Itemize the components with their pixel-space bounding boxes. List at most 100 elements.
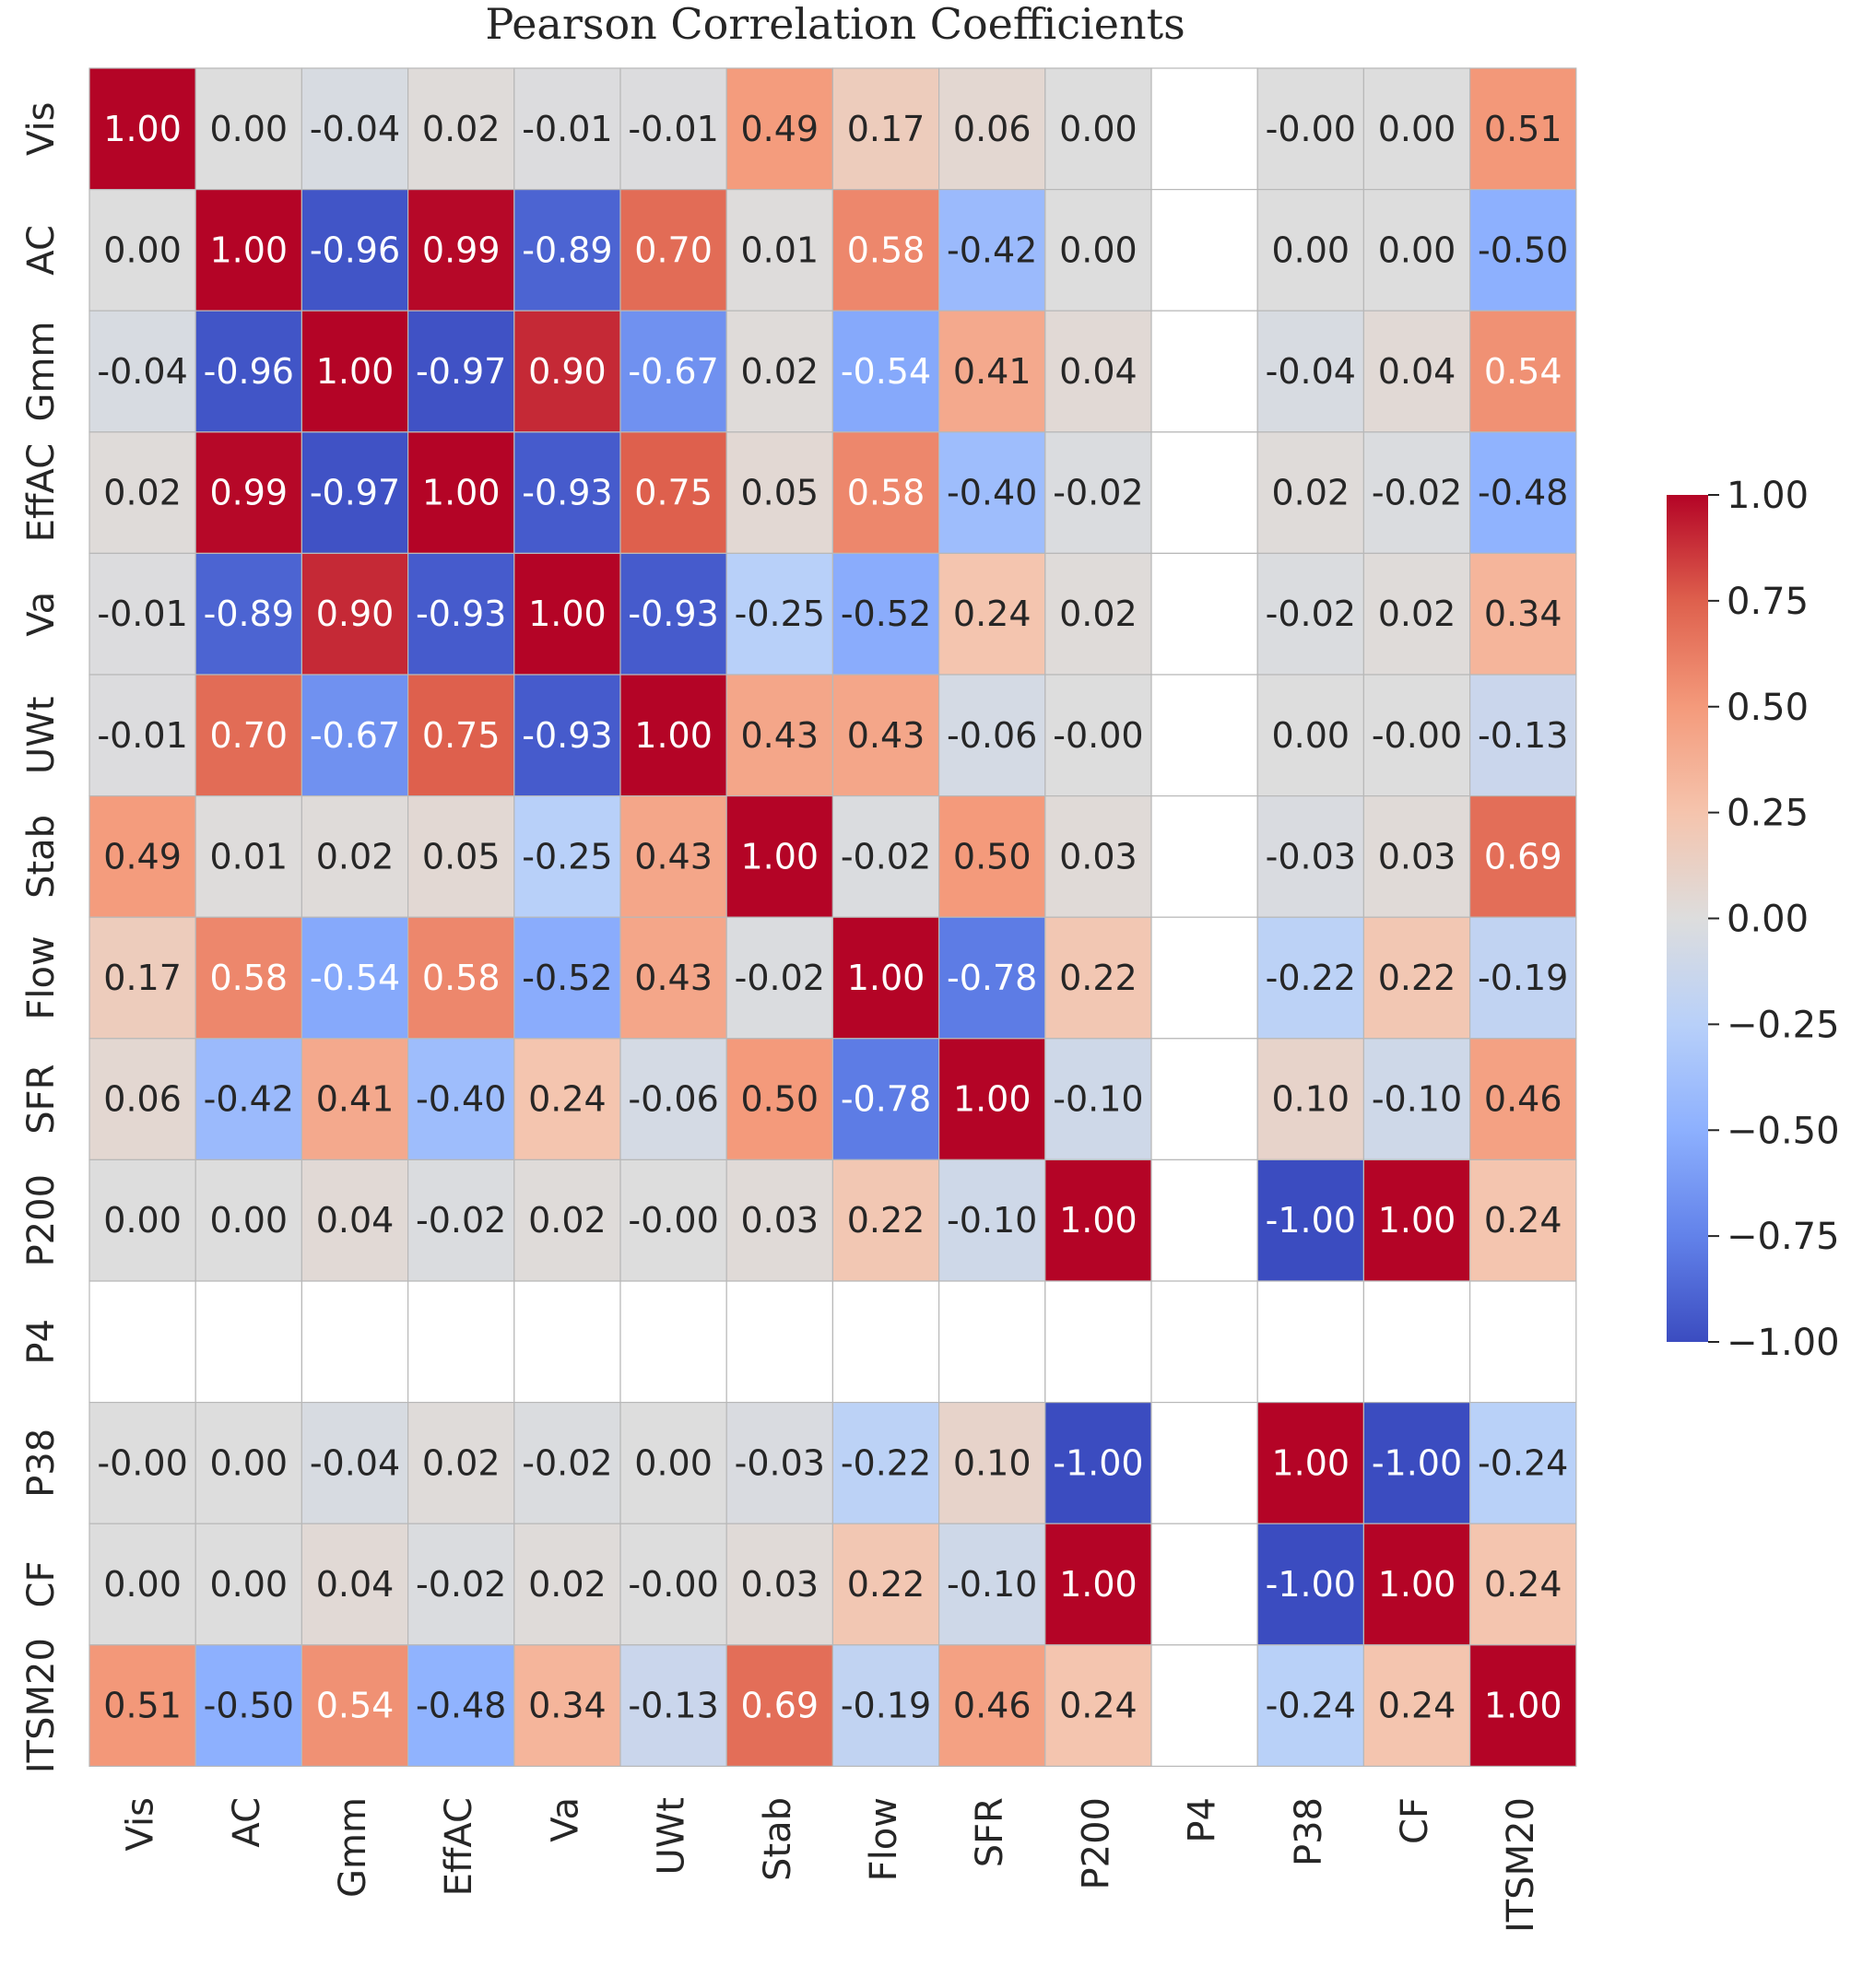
cell-value-label: 0.05 <box>422 836 501 876</box>
cell-value-label: 0.24 <box>1378 1686 1456 1726</box>
heatmap-cell-vis-uwt <box>619 67 727 191</box>
colorbar-tick-label: 1.00 <box>1727 475 1809 517</box>
x-tick-label-cf: CF <box>1394 1797 1436 1844</box>
cell-value-label: 1.00 <box>1484 1686 1562 1726</box>
heatmap-cell-p38-cf <box>1362 1401 1471 1524</box>
heatmap-cell-p4-p4 <box>1150 1280 1258 1404</box>
cell-value-label: 0.02 <box>740 351 819 392</box>
heatmap-cell-effac-cf <box>1362 431 1471 554</box>
heatmap-cell-stab-p200 <box>1044 794 1152 918</box>
heatmap-cell-sfr-flow <box>831 1038 940 1161</box>
cell-value-label: -0.22 <box>841 1442 931 1483</box>
cell-value-label: -0.01 <box>97 715 187 756</box>
cell-value-label: 0.10 <box>1271 1079 1350 1120</box>
x-tick-label-effac: EffAC <box>438 1797 480 1896</box>
cell-value-label: 0.50 <box>953 836 1032 876</box>
cell-value-label: 0.00 <box>209 1564 288 1605</box>
cell-value-label: 0.00 <box>1378 229 1456 270</box>
heatmap-cell-p200-ac <box>195 1159 302 1282</box>
heatmap-cell-stab-sfr <box>937 794 1046 918</box>
x-tick-label-p200: P200 <box>1075 1797 1117 1889</box>
cell-value-label: -0.22 <box>1266 958 1356 998</box>
cell-value-label: 0.00 <box>103 229 182 270</box>
cell-value-label: -1.00 <box>1053 1442 1143 1483</box>
heatmap-cell-cf-effac <box>407 1523 515 1646</box>
heatmap-cell-itsm20-flow <box>831 1644 940 1768</box>
cell-value-label: 0.02 <box>316 836 395 876</box>
heatmap-cell-uwt-va <box>513 674 621 797</box>
cell-value-label: -0.04 <box>1266 351 1356 392</box>
cell-value-label: 1.00 <box>1271 1442 1350 1483</box>
cell-value-label: -0.78 <box>947 958 1037 998</box>
colorbar-tick-label: −1.00 <box>1727 1322 1840 1364</box>
heatmap-cell-ac-vis <box>88 189 196 312</box>
cell-value-label: -0.13 <box>1478 715 1568 756</box>
heatmap-cell-stab-flow <box>831 794 940 918</box>
heatmap-cell-gmm-p4 <box>1150 310 1258 433</box>
heatmap-cell-cf-va <box>513 1523 621 1646</box>
heatmap-cell-va-va <box>513 552 621 676</box>
heatmap-cell-ac-flow <box>831 189 940 312</box>
heatmap-cell-itsm20-p200 <box>1044 1644 1152 1768</box>
cell-value-label: -0.02 <box>1266 594 1356 634</box>
x-tick-label-flow: Flow <box>863 1797 905 1881</box>
cell-value-label: -0.89 <box>522 229 612 270</box>
heatmap-cell-uwt-vis <box>88 674 196 797</box>
cell-value-label: 0.43 <box>740 715 819 756</box>
heatmap-cell-sfr-ac <box>195 1038 302 1161</box>
cell-value-label: -0.24 <box>1478 1442 1568 1483</box>
heatmap-cell-p200-sfr <box>937 1159 1046 1282</box>
cell-value-label: -0.93 <box>522 715 612 756</box>
cell-value-label: 0.58 <box>847 229 926 270</box>
heatmap-cell-sfr-cf <box>1362 1038 1471 1161</box>
heatmap-cell-sfr-uwt <box>619 1038 727 1161</box>
heatmap-cell-va-p200 <box>1044 552 1152 676</box>
y-axis-tick-labels: Vis AC Gmm EffAC Va UWt Stab Flow SFR P200 P4 P38 CF… <box>20 102 63 1774</box>
cell-value-label: -0.19 <box>1478 958 1568 998</box>
heatmap-cell-cf-p38 <box>1256 1523 1364 1646</box>
heatmap-cell-stab-effac <box>407 794 515 918</box>
colorbar-gradient <box>1667 495 1708 1342</box>
cell-value-label: -0.02 <box>522 1442 612 1483</box>
heatmap-values: 1.00 0.00 -0.04 0.02 -0.01 -0.01 0.49 0.17 0.06 0… <box>97 109 1568 1726</box>
heatmap-cell-itsm20-ac <box>195 1644 302 1768</box>
cell-value-label: 0.43 <box>847 715 926 756</box>
heatmap-cell-vis-vis <box>88 67 196 191</box>
heatmap-cell-gmm-cf <box>1362 310 1471 433</box>
heatmap-cell-sfr-p200 <box>1044 1038 1152 1161</box>
cell-value-label: -0.00 <box>97 1442 187 1483</box>
heatmap-cell-va-p4 <box>1150 552 1258 676</box>
cell-value-label: -0.04 <box>310 1442 400 1483</box>
heatmap-cell-vis-p4 <box>1150 67 1258 191</box>
heatmap-cell-p200-vis <box>88 1159 196 1282</box>
cell-value-label: -0.67 <box>310 715 400 756</box>
heatmap-cell-va-itsm20 <box>1468 552 1577 676</box>
heatmap-cell-flow-p4 <box>1150 916 1258 1040</box>
cell-value-label: 0.00 <box>209 1442 288 1483</box>
heatmap-cell-p4-gmm <box>301 1280 409 1404</box>
cell-value-label: 0.04 <box>1378 351 1456 392</box>
heatmap-cell-p38-p38 <box>1256 1401 1364 1524</box>
x-tick-label-sfr: SFR <box>969 1797 1011 1867</box>
heatmap-cell-cf-flow <box>831 1523 940 1646</box>
heatmap-cell-itsm20-p4 <box>1150 1644 1258 1768</box>
heatmap-cell-cf-ac <box>195 1523 302 1646</box>
heatmap-cell-flow-flow <box>831 916 940 1040</box>
cell-value-label: 0.22 <box>1059 958 1138 998</box>
cell-value-label: 0.75 <box>634 473 713 513</box>
heatmap-cell-p4-vis <box>88 1280 196 1404</box>
heatmap-cell-cf-vis <box>88 1523 196 1646</box>
cell-value-label: 0.03 <box>740 1564 819 1605</box>
heatmap-cell-p38-ac <box>195 1401 302 1524</box>
cell-value-label: -0.25 <box>735 594 825 634</box>
heatmap-cell-va-stab <box>725 552 834 676</box>
cell-value-label: 0.04 <box>1059 351 1138 392</box>
chart-title: Pearson Correlation Coefficients <box>485 0 1185 49</box>
heatmap-cell-stab-gmm <box>301 794 409 918</box>
x-tick-label-p4: P4 <box>1182 1797 1224 1843</box>
cell-value-label: 0.46 <box>953 1686 1032 1726</box>
cell-value-label: 0.58 <box>422 958 501 998</box>
heatmap-cell-effac-p200 <box>1044 431 1152 554</box>
heatmap-cell-stab-uwt <box>619 794 727 918</box>
heatmap-cell-uwt-effac <box>407 674 515 797</box>
